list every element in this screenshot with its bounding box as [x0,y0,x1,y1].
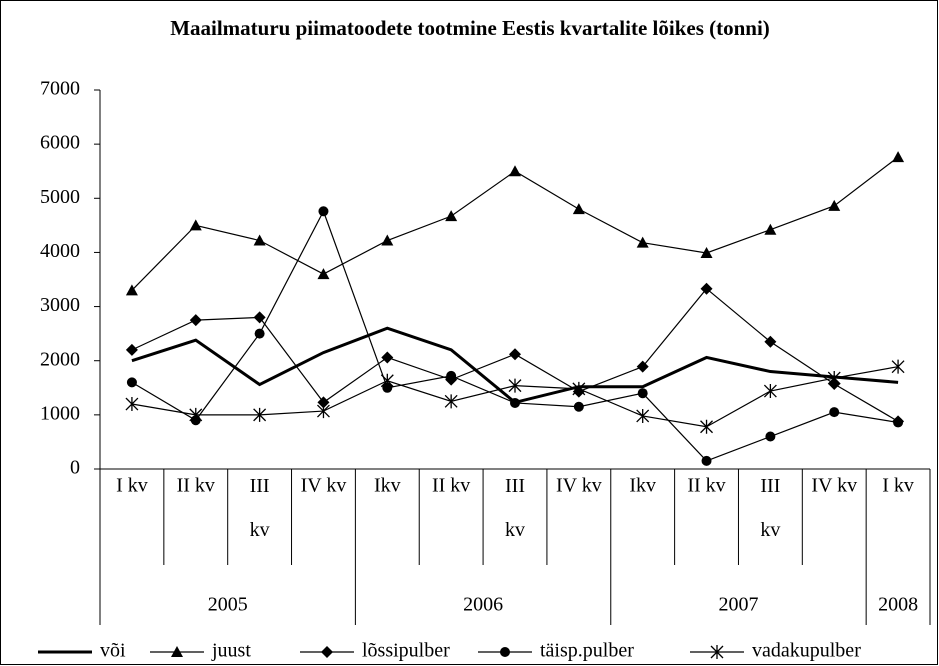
marker [500,647,510,657]
x-group-label: 2007 [718,594,758,616]
x-group-label: 2008 [878,594,918,616]
x-tick-label: III kv [250,475,270,541]
marker [380,373,394,388]
marker [126,377,137,388]
marker [510,397,520,408]
marker [446,370,457,381]
marker [189,407,203,422]
x-tick-label: IV kv [556,475,602,497]
x-tick-label: Ikv [629,475,656,497]
x-tick-label: IV kv [811,475,857,497]
marker [382,382,393,393]
marker [444,394,458,409]
marker [636,408,650,423]
marker [509,348,521,361]
marker [700,246,713,258]
marker [253,407,267,422]
marker [829,407,840,418]
marker [381,234,394,246]
marker [765,431,776,442]
marker [764,335,777,348]
marker [572,381,586,396]
legend-label: lõssipulber [362,640,450,662]
marker [637,388,648,399]
marker [317,404,330,419]
marker [764,223,777,235]
marker [572,203,585,215]
marker [891,359,905,374]
y-tick-label: 3000 [40,294,80,316]
x-group-label: 2005 [208,594,248,616]
marker [189,314,202,327]
x-tick-label: III kv [505,475,525,541]
marker [253,311,266,324]
marker [701,455,712,466]
marker [253,234,266,246]
marker [125,343,138,356]
marker [636,360,649,373]
x-tick-label: II kv [177,475,215,497]
marker [321,646,333,658]
x-group-label: 2006 [463,594,503,616]
marker [381,351,394,364]
x-tick-label: III kv [760,475,780,541]
y-tick-label: 7000 [40,78,80,100]
marker [508,378,522,393]
marker [189,219,202,231]
y-tick-label: 1000 [40,402,80,424]
marker [445,210,458,222]
x-tick-label: IV kv [301,475,347,497]
marker [827,371,841,386]
marker [893,417,904,428]
marker [509,165,521,177]
marker [828,199,841,211]
x-tick-label: Ikv [374,475,401,497]
marker [125,397,139,412]
chart-title: Maailmaturu piimatoodete tootmine Eestis… [170,16,770,40]
marker [710,645,724,659]
marker [254,328,265,339]
marker [317,396,330,409]
x-tick-label: I kv [116,475,148,497]
y-tick-label: 0 [70,457,80,479]
legend-label: juust [211,640,251,662]
marker [318,206,329,217]
marker [700,419,713,434]
marker [125,284,138,296]
x-tick-label: I kv [882,475,914,497]
y-tick-label: 2000 [40,348,80,370]
legend-label: täisp.pulber [540,640,634,662]
marker [317,268,330,280]
x-tick-label: II kv [432,475,470,497]
x-tick-label: II kv [687,475,725,497]
marker [700,282,713,295]
y-tick-label: 4000 [40,240,80,262]
marker [171,646,183,657]
marker [636,236,649,248]
marker [892,151,905,163]
marker [573,401,584,412]
marker [763,384,777,399]
y-tick-label: 6000 [40,132,80,154]
legend-label: vadakupulber [752,640,861,662]
y-tick-label: 5000 [40,186,80,208]
legend-label: või [100,640,126,662]
